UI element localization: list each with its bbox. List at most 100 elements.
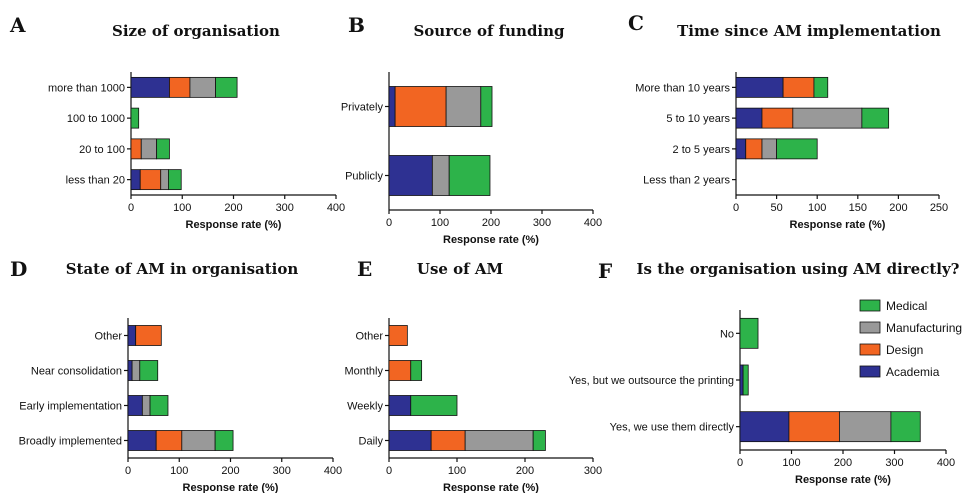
bar-segment-medical xyxy=(139,360,159,381)
legend: Medical Manufacturing Design Academia xyxy=(859,299,962,379)
bar-segment-academia xyxy=(735,107,763,129)
bar-segment-design xyxy=(139,169,162,191)
bar-segment-medical xyxy=(215,76,238,98)
bar-segment-academia xyxy=(388,86,396,127)
x-tick-label: 100 xyxy=(431,217,449,229)
category-label: more than 1000 xyxy=(48,82,125,94)
bar-segment-medical xyxy=(739,317,759,349)
bar-segment-design xyxy=(788,411,840,443)
bar-segment-manufacturing xyxy=(792,107,863,129)
x-tick-label: 400 xyxy=(327,202,345,214)
x-tick-label: 150 xyxy=(849,202,867,214)
bar-segment-academia xyxy=(127,395,143,416)
bar-segment-medical xyxy=(168,169,182,191)
bar-segment-manufacturing xyxy=(141,395,151,416)
legend-label: Academia xyxy=(886,365,940,379)
category-label: Monthly xyxy=(344,366,383,378)
chart-panel-a: A Size of organisation 0 100 200 300 400 Respon… xyxy=(9,13,345,231)
panel-title: Is the organisation using AM directly? xyxy=(637,260,960,278)
category-label: less than 20 xyxy=(66,175,125,187)
panel-title: Use of AM xyxy=(417,260,503,278)
panel-letter: D xyxy=(10,257,27,281)
panel-letter: C xyxy=(628,11,644,35)
x-tick-label: 200 xyxy=(516,465,534,477)
chart-panel-b: B Source of funding 0 100 200 300 400 Response … xyxy=(341,13,602,246)
x-tick-label: 300 xyxy=(273,465,291,477)
bar-segment-design xyxy=(130,138,142,160)
bar-segment-medical xyxy=(214,430,234,451)
x-tick-label: 0 xyxy=(128,202,134,214)
x-axis-title: Response rate (%) xyxy=(443,234,539,246)
x-axis-title: Response rate (%) xyxy=(443,482,539,493)
x-tick-label: 200 xyxy=(889,202,907,214)
bar-segment-medical xyxy=(532,430,546,451)
bar-segment-academia xyxy=(127,430,157,451)
category-label: More than 10 years xyxy=(635,82,730,94)
x-axis-title: Response rate (%) xyxy=(795,474,891,486)
bar-segment-manufacturing xyxy=(431,155,450,196)
bar-segment-design xyxy=(388,325,408,346)
bar-segment-academia xyxy=(739,411,790,443)
category-label: Weekly xyxy=(347,401,383,413)
bar-segment-medical xyxy=(149,395,169,416)
category-label: Yes, we use them directly xyxy=(610,422,735,434)
bar-segment-manufacturing xyxy=(464,430,534,451)
category-label: 5 to 10 years xyxy=(666,113,730,125)
x-tick-label: 100 xyxy=(448,465,466,477)
category-label: Early implementation xyxy=(19,401,122,413)
category-label: 2 to 5 years xyxy=(673,144,731,156)
legend-swatch-manufacturing xyxy=(859,321,881,334)
x-tick-label: 100 xyxy=(170,465,188,477)
bar-segment-medical xyxy=(410,395,458,416)
bar-segment-manufacturing xyxy=(160,169,169,191)
category-label: Yes, but we outsource the printing xyxy=(569,375,734,387)
bar-segment-medical xyxy=(742,364,749,396)
x-tick-label: 300 xyxy=(533,217,551,229)
bar-segment-design xyxy=(745,138,763,160)
x-tick-label: 300 xyxy=(885,457,903,469)
panel-title: Time since AM implementation xyxy=(677,22,941,40)
category-label: 100 to 1000 xyxy=(67,113,125,125)
category-label: Less than 2 years xyxy=(643,175,730,187)
bar-segment-design xyxy=(388,360,412,381)
panel-letter: A xyxy=(9,13,26,37)
legend-label: Design xyxy=(886,343,923,357)
bar-segment-manufacturing xyxy=(131,360,141,381)
bar-segment-manufacturing xyxy=(140,138,158,160)
category-label: Daily xyxy=(359,436,384,448)
bar-segment-medical xyxy=(890,411,921,443)
panel-letter: E xyxy=(357,257,372,281)
x-axis-title: Response rate (%) xyxy=(790,219,886,231)
x-tick-label: 0 xyxy=(737,457,743,469)
bar-segment-medical xyxy=(410,360,423,381)
legend-label: Manufacturing xyxy=(886,321,962,335)
x-tick-label: 50 xyxy=(770,202,782,214)
category-label: Near consolidation xyxy=(31,366,122,378)
bar-segment-design xyxy=(155,430,183,451)
x-axis-title: Response rate (%) xyxy=(186,219,282,231)
bar-segment-academia xyxy=(388,430,432,451)
legend-swatch-academia xyxy=(859,365,881,378)
bar-segment-manufacturing xyxy=(181,430,216,451)
panel-letter: F xyxy=(598,259,612,283)
x-tick-label: 400 xyxy=(937,457,955,469)
x-tick-label: 400 xyxy=(324,465,342,477)
category-label: No xyxy=(720,328,734,340)
bar-segment-academia xyxy=(388,155,433,196)
bar-segment-design xyxy=(782,76,815,98)
bar-segment-medical xyxy=(861,107,890,129)
x-tick-label: 0 xyxy=(386,217,392,229)
x-tick-label: 200 xyxy=(834,457,852,469)
panel-title: State of AM in organisation xyxy=(66,260,299,278)
category-label: Privately xyxy=(341,102,384,114)
x-tick-label: 200 xyxy=(482,217,500,229)
x-tick-label: 200 xyxy=(221,465,239,477)
category-label: Other xyxy=(94,331,122,343)
bar-segment-manufacturing xyxy=(838,411,892,443)
x-axis-title: Response rate (%) xyxy=(183,482,279,493)
legend-swatch-design xyxy=(859,343,881,356)
category-label: 20 to 100 xyxy=(79,144,125,156)
chart-panel-d: D State of AM in organisation 0 100 200 300 40… xyxy=(10,257,342,493)
bar-segment-design xyxy=(394,86,447,127)
